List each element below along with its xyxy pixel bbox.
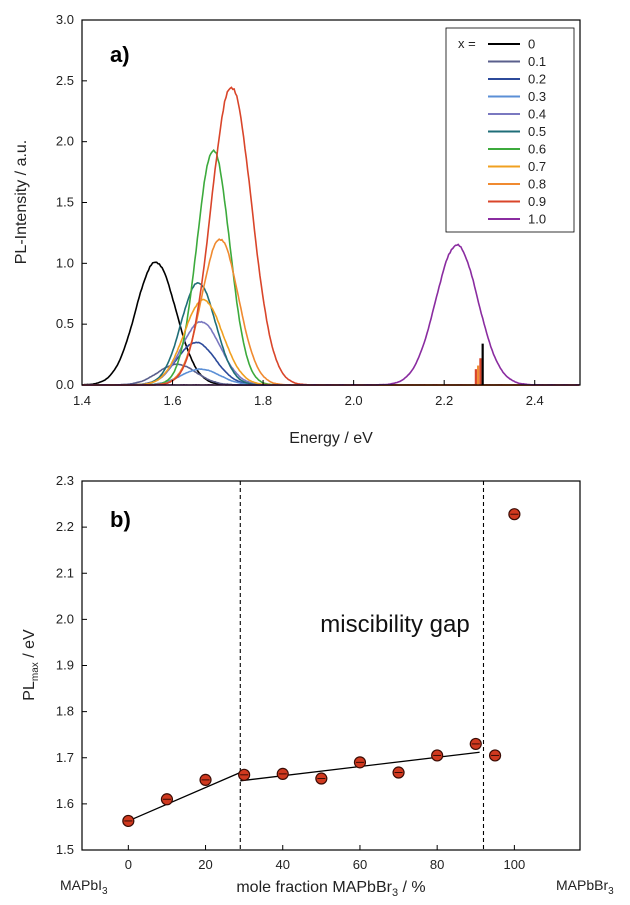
spectrum-x-0.7	[81, 298, 580, 386]
legend-entry: 0.8	[528, 177, 546, 192]
x-tick-label: 20	[198, 857, 212, 872]
data-points	[122, 508, 521, 828]
legend: x = 0 0.1 0.2 0.3 0.4 0.5 0.6 0.7 0.8 0.9 1.0	[445, 27, 575, 233]
y-tick-label: 1.9	[56, 658, 74, 673]
x-tick-label: 100	[504, 857, 526, 872]
legend-entry: 0.7	[528, 159, 546, 174]
y-tick-label: 1.5	[56, 195, 74, 210]
legend-entry: 0.1	[528, 54, 546, 69]
legend-entry: 0.5	[528, 124, 546, 139]
panel-b-x-ticks: 0 20 40 60 80 100	[125, 845, 526, 872]
legend-entry: 0.9	[528, 194, 546, 209]
x-tick-label: 60	[353, 857, 367, 872]
y-tick-label: 1.0	[56, 255, 74, 270]
x-tick-label: 2.2	[435, 393, 453, 408]
legend-entry: 0.6	[528, 142, 546, 157]
panel-a-y-axis-label: PL-Intensity / a.u.	[13, 140, 30, 265]
x-tick-label: 1.8	[254, 393, 272, 408]
spectrum-x-0.8	[81, 238, 580, 386]
legend-entry: 0.4	[528, 107, 546, 122]
legend-entry: 0.3	[528, 89, 546, 104]
y-tick-label: 1.7	[56, 750, 74, 765]
y-tick-label: 2.0	[56, 611, 74, 626]
y-tick-label: 0.5	[56, 316, 74, 331]
x-tick-label: 0	[125, 857, 132, 872]
spectrum-x-0	[81, 261, 580, 386]
y-tick-label: 1.5	[56, 842, 74, 857]
spectrum-x-0.4	[82, 320, 580, 386]
y-tick-label: 1.6	[56, 796, 74, 811]
panel-b: 0 20 40 60 80 100 1.5 1.6 1.7 1.8 1.9 2.0 2.1 2.2 2.3…	[21, 473, 614, 899]
panel-a: 1.4 1.6 1.8 2.0 2.2 2.4 0.0 0.5 1.0 1.5 2.0 2.5 3.0…	[13, 12, 581, 447]
legend-entry: 0	[528, 37, 535, 52]
y-tick-label: 1.8	[56, 704, 74, 719]
y-tick-label: 2.1	[56, 565, 74, 580]
miscibility-boundaries	[239, 481, 485, 850]
spectrum-x-1.0	[82, 243, 580, 386]
panel-b-y-ticks: 1.5 1.6 1.7 1.8 1.9 2.0 2.1 2.2 2.3	[56, 473, 87, 857]
y-tick-label: 2.2	[56, 519, 74, 534]
x-tick-label: 1.6	[164, 393, 182, 408]
panel-b-y-axis-label: PLmax / eV	[21, 629, 41, 701]
y-tick-label: 0.0	[56, 377, 74, 392]
legend-entry: 0.2	[528, 72, 546, 87]
spectrum-x-0.3	[81, 368, 580, 386]
y-tick-label: 3.0	[56, 12, 74, 27]
x-tick-label: 1.4	[73, 393, 91, 408]
y-tick-label: 2.3	[56, 473, 74, 488]
y-tick-label: 2.5	[56, 73, 74, 88]
x-tick-label: 80	[430, 857, 444, 872]
panel-b-frame	[81, 480, 581, 851]
x-tick-label: 2.0	[345, 393, 363, 408]
left-material-label: MAPbI3	[60, 877, 108, 897]
panel-a-x-ticks: 1.4 1.6 1.8 2.0 2.2 2.4	[73, 380, 544, 408]
y-tick-label: 2.0	[56, 134, 74, 149]
legend-title: x =	[458, 36, 476, 51]
x-tick-label: 40	[276, 857, 290, 872]
panel-b-x-axis-label: mole fraction MAPbBr3 / %	[236, 879, 425, 899]
panel-a-label: a)	[110, 42, 130, 67]
right-material-label: MAPbBr3	[556, 877, 614, 897]
panel-b-label: b)	[110, 507, 131, 532]
panel-a-y-ticks: 0.0 0.5 1.0 1.5 2.0 2.5 3.0	[56, 12, 87, 392]
miscibility-gap-annotation: miscibility gap	[320, 611, 469, 638]
legend-entry: 1.0	[528, 212, 546, 227]
x-tick-label: 2.4	[526, 393, 544, 408]
panel-a-x-axis-label: Energy / eV	[289, 430, 373, 447]
spectrum-x-0.5	[82, 281, 580, 386]
trend-line	[128, 751, 480, 822]
